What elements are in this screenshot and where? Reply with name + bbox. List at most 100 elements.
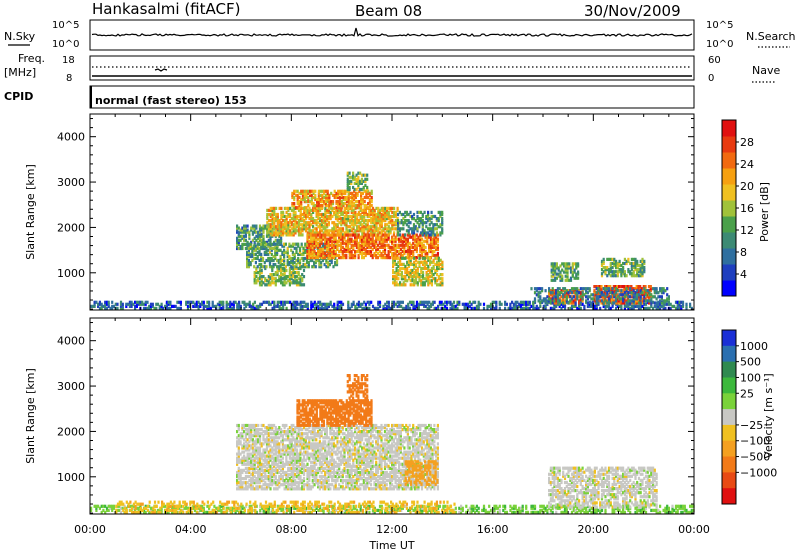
data-cell [614,285,617,289]
data-cell [220,300,223,304]
data-cell [342,197,345,202]
data-cell [364,304,367,308]
data-cell [396,243,399,247]
data-cell [345,221,348,225]
data-cell [329,243,332,247]
data-cell [257,304,260,308]
data-cell [363,200,366,204]
data-cell [315,504,318,508]
data-cell [370,225,373,229]
data-cell [347,245,350,249]
data-cell [313,219,316,223]
data-cell [320,265,323,269]
data-cell [294,217,297,221]
data-cell [366,221,369,225]
data-cell [238,306,241,310]
data-cell [398,251,401,256]
data-cell [366,300,369,304]
data-cell [406,239,409,243]
data-cell [427,214,430,219]
data-cell [343,233,346,237]
data-cell [578,301,581,305]
data-cell [554,276,557,280]
data-cell [315,235,318,239]
data-cell [310,231,313,235]
data-cell [241,242,244,246]
data-cell [366,219,369,223]
data-cell [303,197,306,202]
data-cell [227,306,230,310]
data-cell [585,289,588,293]
data-cell [270,256,273,261]
data-cell [277,248,280,252]
data-cell [391,253,394,258]
data-cell [336,306,339,310]
data-cell [612,289,615,293]
data-cell [537,295,540,299]
data-cell [417,304,420,308]
data-cell [626,293,629,297]
data-cell [347,208,350,212]
data-cell [253,279,256,283]
data-cell [334,217,338,221]
data-cell [377,214,380,219]
data-cell [419,300,422,304]
data-cell [407,508,410,512]
data-cell [243,234,246,238]
data-cell [368,191,371,195]
data-cell [354,231,357,235]
data-cell [382,253,385,258]
data-cell [297,231,301,235]
data-cell [119,306,123,310]
data-cell [463,304,466,308]
power-cbar-label: Power [dB] [758,182,771,242]
data-cell [593,306,596,310]
data-cell [647,285,651,289]
data-cell [323,195,326,200]
colorbar-tick-label: 8 [740,246,747,259]
data-cell [434,281,437,285]
data-cell [337,189,340,193]
data-cell [386,508,389,512]
data-cell [441,283,444,287]
data-cell [259,508,262,512]
data-cell [364,179,367,183]
data-cell [225,506,228,510]
data-cell [281,273,284,277]
data-cell [375,225,378,229]
data-cell [600,293,604,297]
data-cell [284,265,287,269]
data-cell [343,247,346,251]
data-cell [285,300,288,304]
data-cell [286,252,289,256]
data-cell [579,293,582,297]
data-cell [621,295,624,299]
data-cell [399,243,402,247]
data-cell [317,508,320,512]
data-cell [549,297,552,301]
data-cell [296,197,299,202]
data-cell [236,240,239,244]
data-cell [625,295,628,299]
data-cell [579,301,582,305]
data-cell [588,289,591,293]
data-cell [337,206,340,210]
data-cell [230,306,234,310]
data-cell [435,504,438,508]
data-cell [259,504,262,508]
data-cell [317,245,320,249]
data-cell [333,210,336,214]
data-cell [287,279,290,283]
data-cell [653,295,656,299]
data-cell [355,187,358,192]
data-cell [271,510,274,514]
data-cell [296,302,299,306]
data-cell [354,200,357,204]
data-cell [188,302,191,306]
data-cell [533,299,537,303]
data-cell [396,508,399,512]
data-cell [364,210,367,214]
data-cell [280,508,283,512]
data-cell [280,281,283,285]
data-cell [391,225,394,229]
